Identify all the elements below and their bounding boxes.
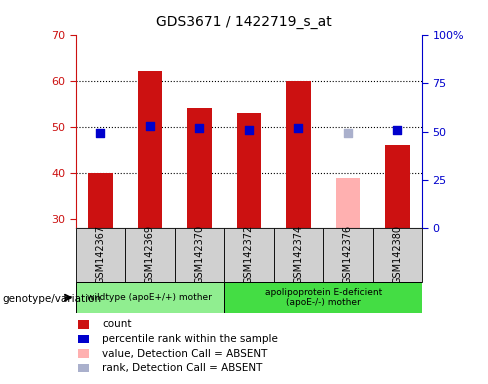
Text: genotype/variation: genotype/variation [2, 294, 102, 304]
Text: GSM142369: GSM142369 [145, 225, 155, 284]
Point [196, 124, 203, 131]
Text: count: count [102, 319, 132, 329]
Bar [373, 228, 422, 282]
Text: GSM142372: GSM142372 [244, 225, 254, 284]
Point [97, 131, 104, 137]
Bar [76, 228, 125, 282]
Text: apolipoprotein E-deficient
(apoE-/-) mother: apolipoprotein E-deficient (apoE-/-) mot… [264, 288, 382, 307]
Bar [336, 178, 360, 228]
Text: GSM142374: GSM142374 [293, 225, 304, 284]
Text: rank, Detection Call = ABSENT: rank, Detection Call = ABSENT [102, 363, 263, 373]
Text: GSM142370: GSM142370 [194, 225, 204, 284]
Text: GSM142380: GSM142380 [392, 225, 403, 284]
Point [245, 126, 253, 132]
Bar [175, 228, 224, 282]
Bar [187, 108, 212, 228]
Bar [224, 282, 422, 313]
Bar [224, 228, 274, 282]
Text: GDS3671 / 1422719_s_at: GDS3671 / 1422719_s_at [156, 15, 332, 28]
Point [393, 126, 401, 132]
Point [146, 122, 154, 129]
Bar [88, 173, 113, 228]
Point [294, 124, 302, 131]
Text: percentile rank within the sample: percentile rank within the sample [102, 334, 278, 344]
Text: GSM142376: GSM142376 [343, 225, 353, 284]
Bar [385, 146, 410, 228]
Bar [323, 228, 373, 282]
Bar [138, 71, 162, 228]
Bar [237, 113, 261, 228]
Text: GSM142367: GSM142367 [95, 225, 105, 284]
Bar [76, 282, 224, 313]
Text: wildtype (apoE+/+) mother: wildtype (apoE+/+) mother [87, 293, 212, 302]
Text: value, Detection Call = ABSENT: value, Detection Call = ABSENT [102, 349, 268, 359]
Bar [125, 228, 175, 282]
Point [344, 131, 352, 137]
Bar [274, 228, 323, 282]
Bar [286, 81, 311, 228]
